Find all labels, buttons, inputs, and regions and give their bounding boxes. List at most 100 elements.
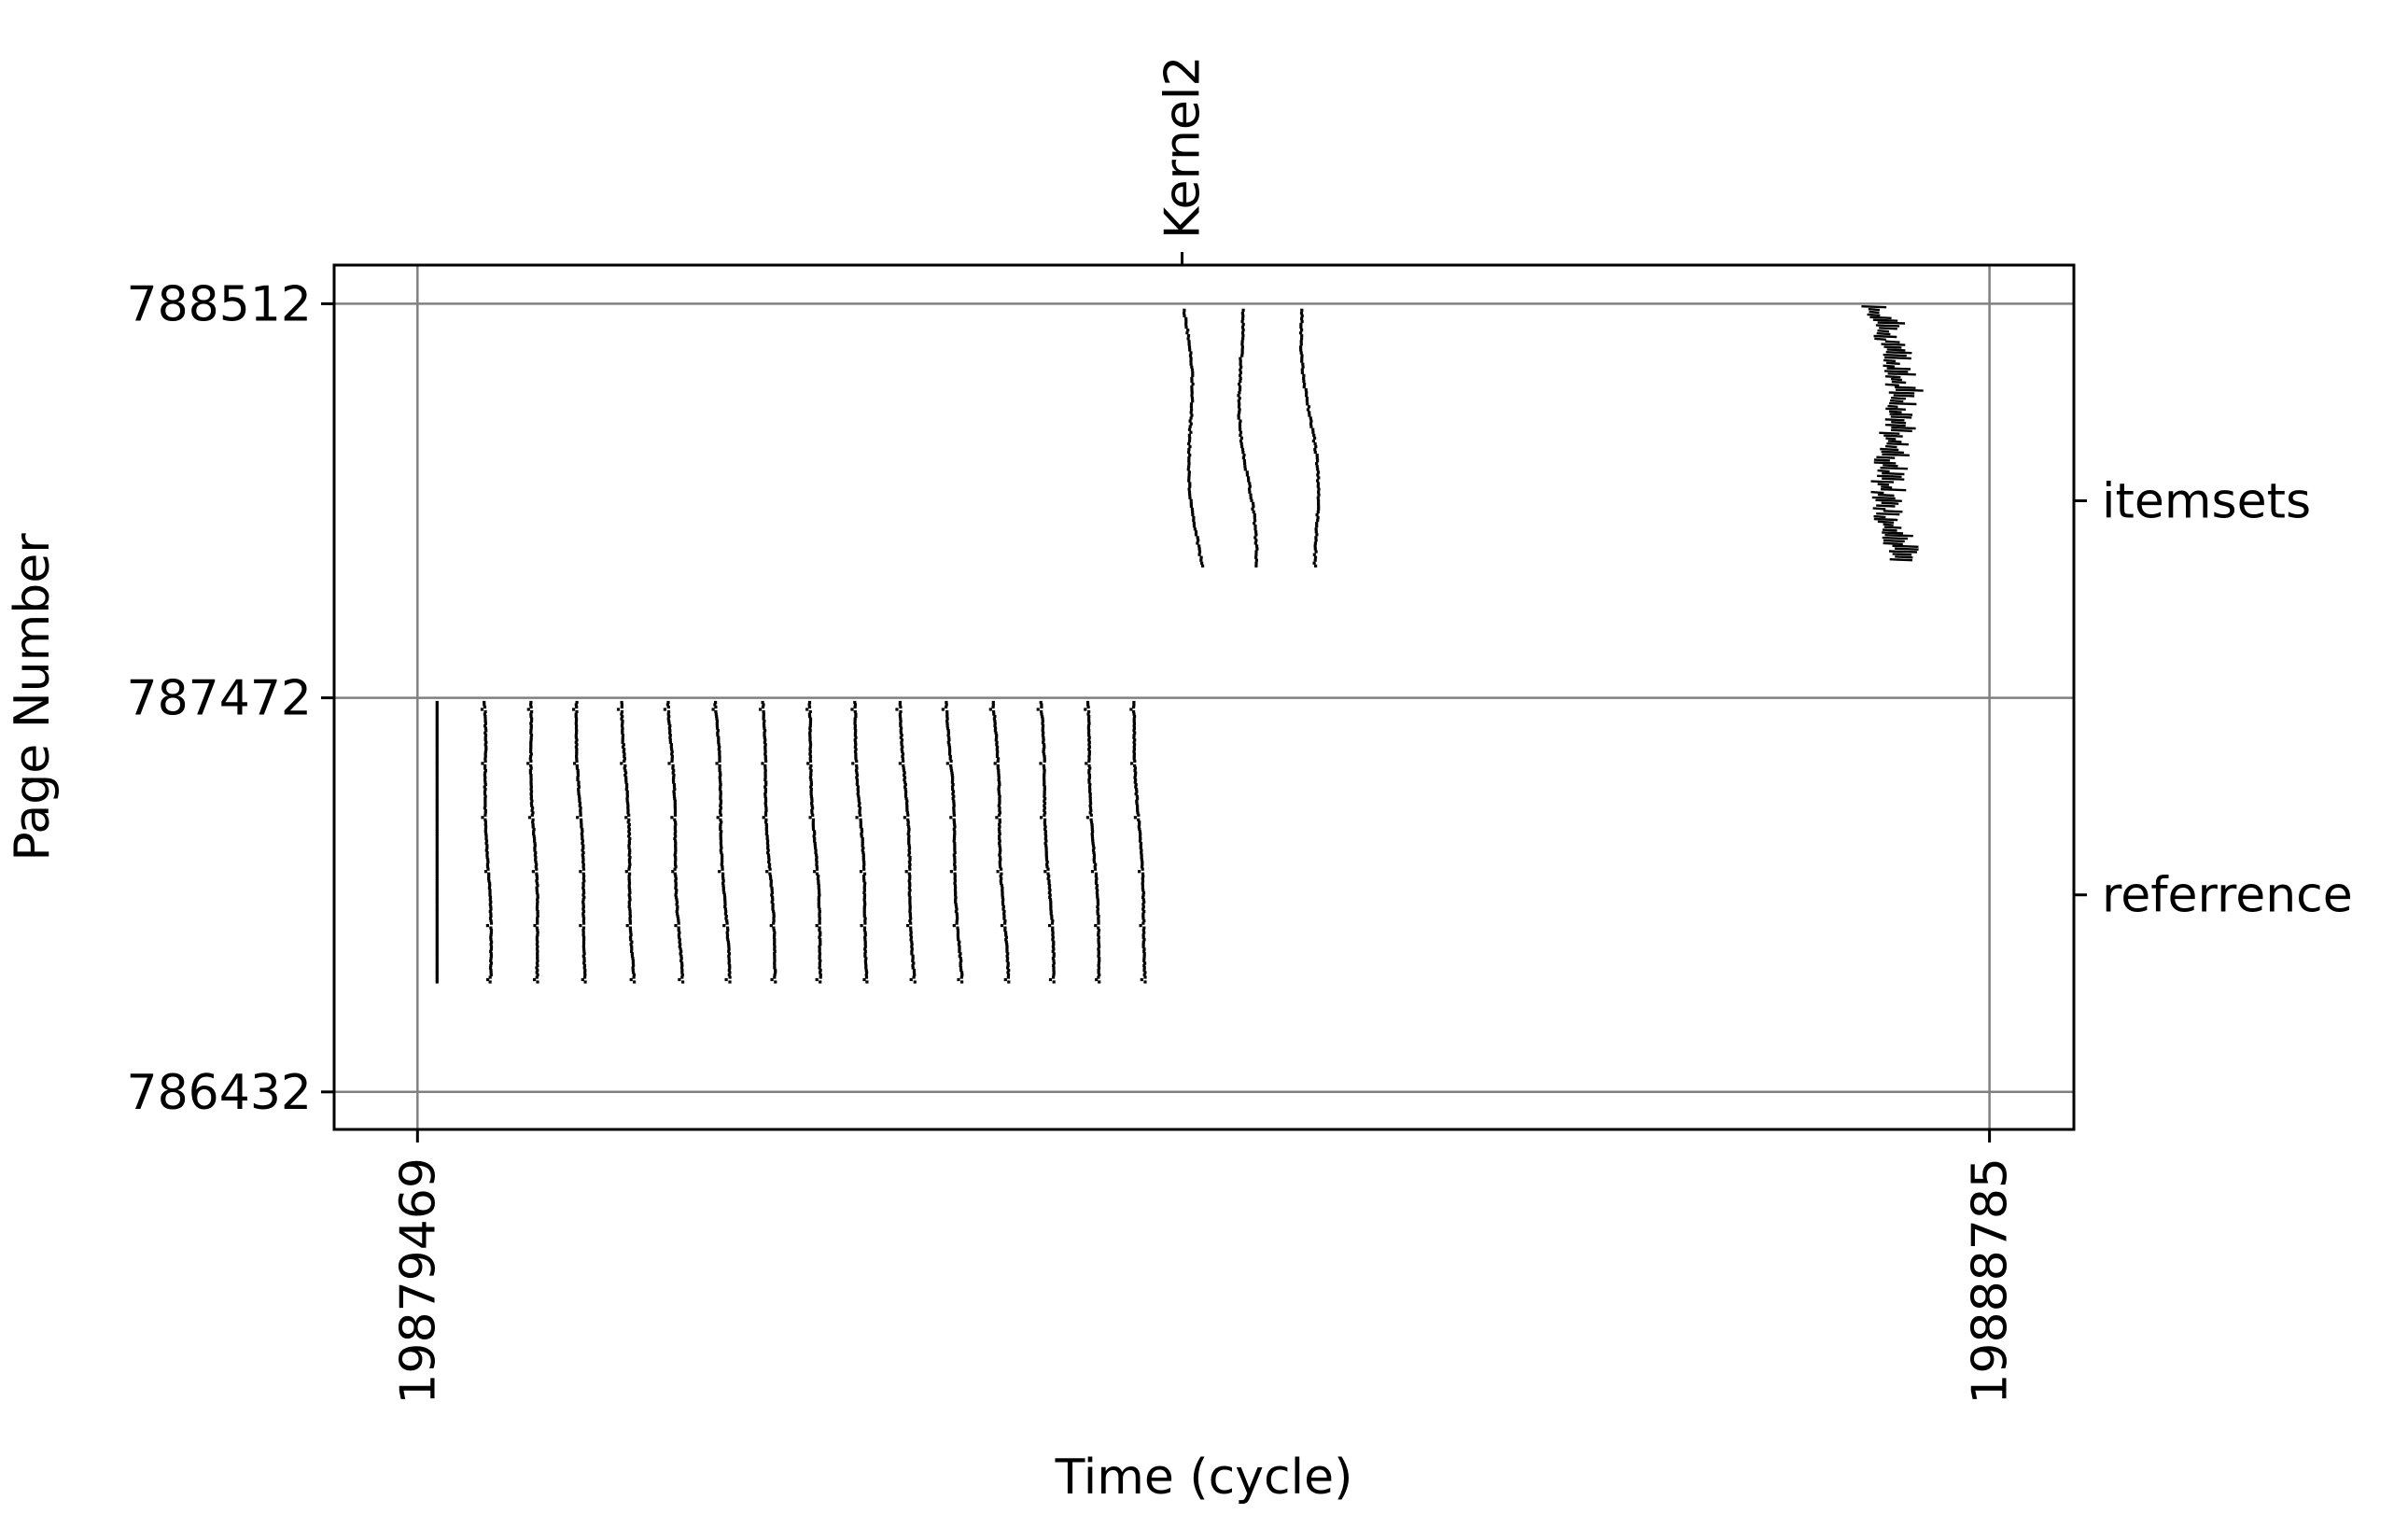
- data-point: [1191, 510, 1195, 514]
- data-point: [1301, 362, 1305, 366]
- data-point: [627, 832, 632, 835]
- data-point: [621, 726, 624, 730]
- data-point: [1087, 780, 1091, 784]
- data-point: [579, 808, 582, 812]
- data-point: [998, 822, 1001, 826]
- data-point: [903, 788, 907, 792]
- data-point: [535, 904, 539, 909]
- data-point: [1300, 334, 1304, 338]
- data-point: [1052, 947, 1056, 951]
- data-point: [899, 736, 903, 739]
- data-point: [714, 705, 718, 709]
- data-point: [435, 724, 439, 728]
- data-point: [1315, 522, 1319, 526]
- data-point: [1315, 533, 1319, 537]
- data-point: [1240, 354, 1244, 357]
- data-point: [435, 712, 439, 716]
- data-segment: [1884, 383, 1899, 386]
- data-point: [908, 895, 912, 899]
- data-point: [1097, 938, 1100, 942]
- data-point: [953, 830, 957, 834]
- data-segment: [1883, 464, 1898, 468]
- data-point: [858, 811, 861, 815]
- data-point: [1092, 856, 1096, 860]
- data-point: [1188, 354, 1193, 357]
- data-point: [1097, 943, 1100, 946]
- data-point: [853, 705, 857, 709]
- data-point: [818, 893, 821, 897]
- data-point: [630, 949, 634, 953]
- data-point: [627, 904, 631, 909]
- data-point: [1187, 340, 1191, 343]
- data-point: [998, 799, 1001, 803]
- data-point: [1309, 416, 1312, 420]
- data-point: [1052, 959, 1056, 962]
- data-point: [721, 881, 725, 885]
- data-point: [1040, 705, 1043, 709]
- data-point: [1134, 778, 1138, 782]
- data-point: [1248, 487, 1252, 491]
- data-point: [947, 752, 952, 756]
- data-point: [1087, 745, 1091, 749]
- data-point: [623, 773, 627, 778]
- data-point: [723, 903, 727, 906]
- data-point: [1093, 867, 1098, 871]
- data-point: [1317, 504, 1321, 508]
- data-point: [818, 961, 821, 965]
- data-point: [1141, 875, 1145, 878]
- data-point: [435, 743, 439, 747]
- data-point: [998, 811, 1001, 815]
- data-segment: [1889, 413, 1913, 416]
- data-point: [526, 762, 530, 765]
- data-point: [1087, 720, 1091, 723]
- data-point: [952, 813, 956, 817]
- data-point: [1003, 977, 1007, 982]
- data-point: [630, 952, 634, 956]
- data-point: [898, 715, 903, 719]
- data-point: [676, 907, 679, 911]
- data-point: [718, 778, 722, 782]
- data-point: [908, 900, 912, 904]
- data-point: [435, 931, 439, 934]
- data-point: [1088, 804, 1092, 807]
- data-segment: [1882, 471, 1905, 476]
- data-segment: [1891, 421, 1907, 425]
- data-point: [1096, 903, 1100, 906]
- data-point: [1312, 561, 1316, 565]
- data-points: [435, 305, 1924, 984]
- data-point: [527, 816, 532, 820]
- data-point: [1238, 408, 1241, 412]
- data-point: [998, 839, 1001, 843]
- data-point: [580, 820, 583, 824]
- data-point: [677, 921, 680, 925]
- data-point: [575, 766, 579, 770]
- data-point: [716, 734, 720, 737]
- data-point: [435, 903, 439, 906]
- data-point: [863, 943, 867, 946]
- data-point: [1087, 748, 1091, 751]
- data-point: [1187, 465, 1191, 469]
- data-point: [946, 734, 950, 737]
- data-segment: [1883, 434, 1903, 438]
- data-point: [487, 875, 491, 878]
- data-point: [627, 876, 631, 880]
- data-point: [769, 924, 773, 928]
- data-point: [955, 912, 959, 916]
- data-point: [575, 717, 579, 721]
- data-point: [1239, 433, 1242, 437]
- data-point: [906, 820, 910, 824]
- data-point: [627, 886, 631, 890]
- data-point: [1096, 898, 1099, 902]
- data-point: [678, 977, 681, 982]
- data-point: [1091, 844, 1096, 848]
- data-point: [621, 715, 624, 719]
- data-point: [435, 799, 439, 803]
- data-point: [1142, 931, 1146, 934]
- data-point: [671, 764, 675, 767]
- y-tick-label: 788512: [126, 276, 312, 332]
- data-point: [623, 752, 626, 756]
- data-point: [620, 705, 623, 709]
- data-point: [674, 886, 678, 890]
- data-point: [529, 722, 533, 725]
- data-point: [1141, 943, 1145, 946]
